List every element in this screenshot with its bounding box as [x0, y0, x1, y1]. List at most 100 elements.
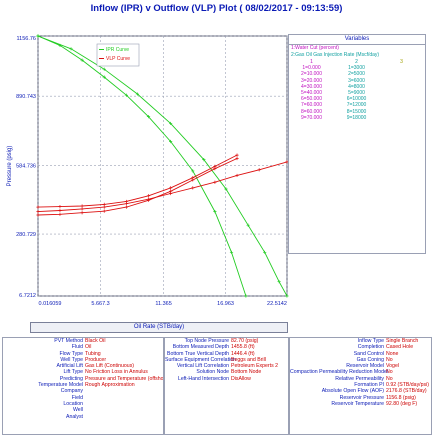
- info-value: Pressure and Temperature (offshore): [85, 375, 163, 382]
- variables-cell: 5=9000: [348, 90, 365, 97]
- series-line: [37, 154, 238, 208]
- info-value: 0.92 (STB/day/psi): [386, 382, 429, 389]
- y-tick-label: 890.743: [16, 94, 36, 100]
- info-row: Top Node Pressure 82.70 (psig): [165, 338, 288, 344]
- data-point: [102, 209, 106, 213]
- info-label: Compaction Permeability Reduction Model: [290, 369, 389, 376]
- info-label: Solution Node: [196, 369, 229, 376]
- legend-label: IPR Curve: [106, 47, 129, 53]
- info-row: Predicting Pressure and Temperature (offs…: [3, 376, 163, 382]
- info-label: Vertical Lift Correlation: [176, 363, 229, 370]
- data-point: [277, 280, 281, 284]
- info-row: Artificial Lift Gas Lift (Continuous): [3, 363, 163, 369]
- info-value: None: [386, 350, 399, 357]
- info-value: 82.70 (psig): [231, 338, 259, 344]
- info-value: Producer: [85, 356, 107, 363]
- variables-row: 9=70.000 9=18000: [289, 115, 425, 121]
- variables-heading: Variables: [289, 35, 425, 45]
- info-label: Gas Coning: [356, 356, 384, 363]
- info-value: Vogel: [386, 363, 399, 370]
- info-value: Single Branch: [386, 338, 419, 344]
- info-row: Relative Permeability No: [290, 376, 431, 382]
- variables-cell: 4=8000: [348, 83, 365, 90]
- info-label: Company: [60, 388, 83, 395]
- data-point: [146, 198, 151, 202]
- info-label: Lift Type: [63, 369, 83, 376]
- info-row: Reservoir Model Vogel: [290, 363, 431, 369]
- info-label: Reservoir Pressure: [339, 394, 384, 401]
- info-row: Gas Coning No: [290, 357, 431, 363]
- info-value: DisAllow: [231, 375, 251, 382]
- info-value: 2176.8 (STB/day): [386, 388, 427, 395]
- y-tick-label: 6.7212: [19, 293, 36, 299]
- info-row: Well: [3, 407, 163, 413]
- variables-cell: 2=10.000: [301, 71, 322, 78]
- info-label: Flow Type: [59, 350, 83, 357]
- info-value: 1156.8 (psig): [386, 394, 416, 401]
- info-value: 92.80 (deg F): [386, 400, 418, 407]
- info-label: Location: [63, 400, 83, 407]
- variables-cell: 8=60.000: [301, 108, 322, 115]
- variables-row: 5=40.000 5=9000: [289, 90, 425, 96]
- info-label: Bottom Measured Depth: [172, 344, 229, 351]
- variables-cell: 3=20.000: [301, 77, 322, 84]
- variables-cell: 8=15000: [346, 108, 367, 115]
- info-row: Inflow Type Single Branch: [290, 338, 431, 344]
- data-point: [80, 58, 84, 62]
- x-tick-label: 11.365: [155, 301, 171, 307]
- info-label: Analyst: [65, 413, 83, 420]
- data-point: [124, 93, 128, 97]
- info-label: Field: [71, 394, 83, 401]
- info-label: Surface Equipment Correlation: [165, 356, 236, 363]
- info-value: Beggs and Brill: [231, 356, 266, 363]
- info-row: Temperature Model Rough Approximation: [3, 382, 163, 388]
- data-point: [246, 223, 250, 227]
- variables-cell: 6=10000: [346, 96, 367, 103]
- variables-cell: [379, 115, 424, 121]
- data-point: [102, 205, 106, 209]
- data-point: [124, 205, 128, 209]
- data-point: [80, 204, 84, 208]
- data-point: [263, 250, 267, 254]
- data-point: [102, 67, 106, 71]
- info-row: Bottom Measured Depth 1455.8 (ft): [165, 344, 288, 350]
- info-value: 1455.8 (ft): [231, 344, 255, 351]
- info-label: Reservoir Model: [346, 363, 384, 370]
- info-row: Reservoir Pressure 1156.8 (psig): [290, 395, 431, 401]
- info-row: Location: [3, 401, 163, 407]
- info-value: Petroleum Experts 2: [231, 363, 278, 370]
- data-point: [80, 211, 84, 215]
- data-point: [135, 92, 140, 96]
- data-point: [146, 115, 151, 119]
- data-point: [235, 153, 239, 157]
- info-label: Sand Control: [353, 350, 384, 357]
- variables-cell: 1=0.000: [302, 65, 321, 72]
- info-row: Compaction Permeability Reduction Model N…: [290, 369, 431, 375]
- y-tick-label: 584.736: [16, 163, 36, 169]
- data-point: [36, 34, 40, 38]
- data-point: [146, 194, 151, 198]
- info-box-right: Inflow Type Single Branch Completion Cased …: [289, 337, 432, 435]
- info-label: Reservoir Temperature: [331, 400, 384, 407]
- info-value: No: [386, 375, 393, 382]
- variables-row: 4=30.000 4=8000: [289, 84, 425, 90]
- x-tick-label: 22.5142: [267, 301, 287, 307]
- info-value: Rough Approximation: [85, 382, 135, 389]
- data-point: [36, 205, 40, 209]
- info-box-left: PVT Method Black Oil Fluid Oil Flow Type Tubi…: [2, 337, 164, 435]
- variables-cell: 1=3000: [348, 65, 365, 72]
- variables-rows: 1=0.000 1=3000 2=10.000 2=5000 3=20.000 3=600…: [289, 65, 425, 121]
- info-row: Absolute Open Flow (AOF) 2176.8 (STB/day): [290, 388, 431, 394]
- info-row: Lift Type No Friction Loss in Annulus: [3, 369, 163, 375]
- info-row: Well Type Producer: [3, 357, 163, 363]
- x-axis-title: Oil Rate (STB/day): [30, 322, 288, 333]
- variable-2-label: 2:Gas Oil Gas Injection Rate (Mscf/day): [291, 52, 380, 58]
- variables-cell: 7=12000: [346, 102, 367, 109]
- variables-row: 7=60.000 7=12000: [289, 102, 425, 108]
- info-value: [85, 414, 163, 420]
- info-value: No Friction Loss in Annulus: [85, 369, 148, 376]
- info-value: 1446.4 (ft): [231, 350, 255, 357]
- data-point: [191, 176, 195, 180]
- info-value: No: [386, 356, 393, 363]
